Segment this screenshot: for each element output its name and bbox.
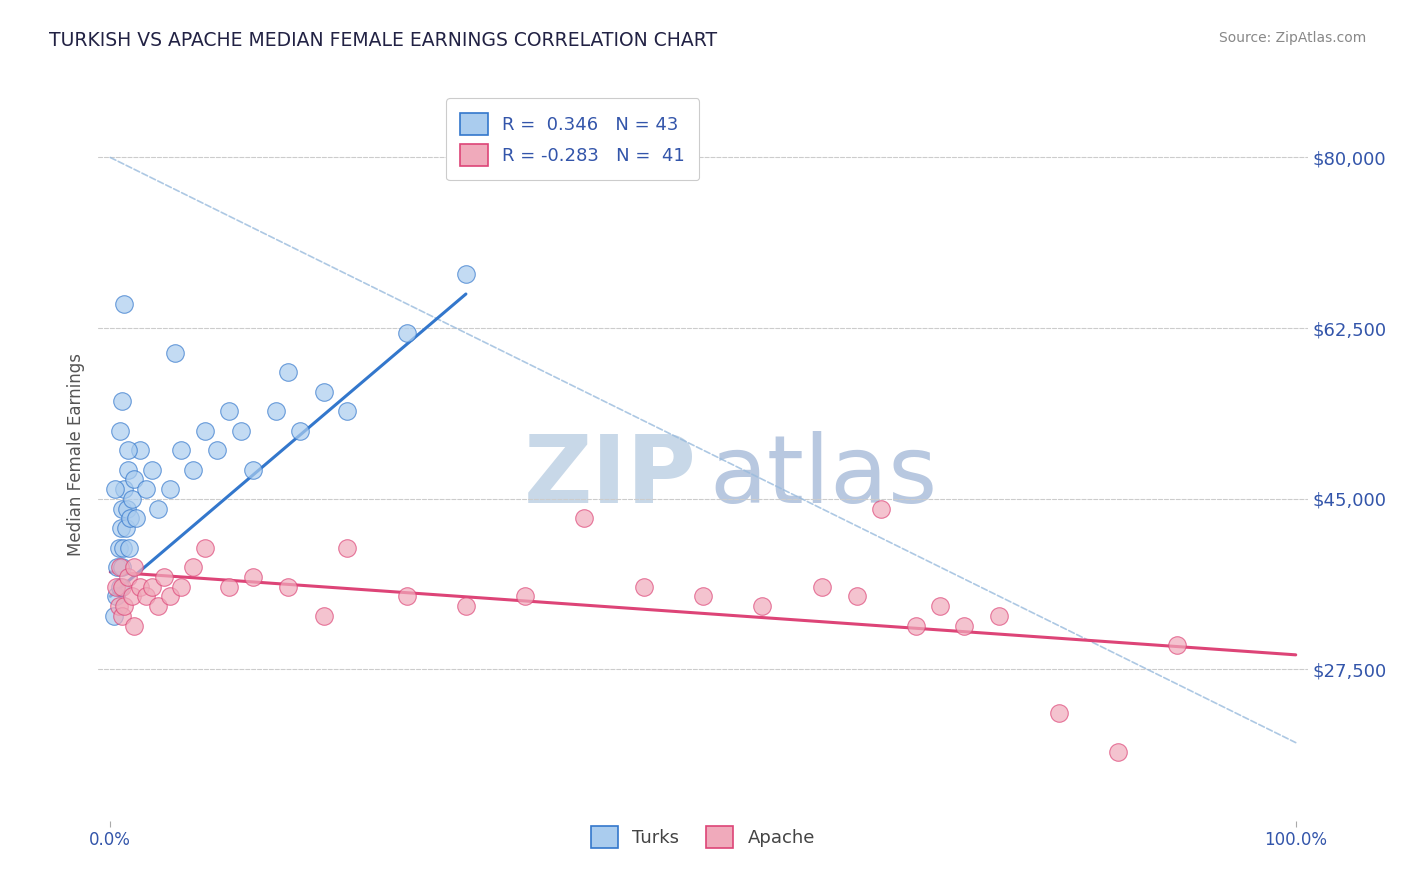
Point bbox=[159, 590, 181, 604]
Point bbox=[146, 501, 169, 516]
Point bbox=[111, 580, 134, 594]
Point bbox=[515, 590, 537, 604]
Point bbox=[108, 580, 131, 594]
Point bbox=[395, 326, 418, 340]
Point bbox=[135, 590, 157, 604]
Point bbox=[454, 268, 477, 282]
Point bbox=[454, 599, 477, 613]
Point bbox=[1047, 706, 1070, 721]
Point bbox=[988, 608, 1011, 623]
Point bbox=[159, 482, 181, 496]
Point bbox=[111, 394, 134, 409]
Point bbox=[905, 618, 928, 632]
Point bbox=[395, 590, 418, 604]
Point bbox=[633, 580, 655, 594]
Point bbox=[129, 443, 152, 458]
Point bbox=[107, 599, 129, 613]
Point bbox=[122, 618, 145, 632]
Point bbox=[170, 443, 193, 458]
Point bbox=[121, 590, 143, 604]
Point bbox=[312, 384, 335, 399]
Point bbox=[194, 424, 217, 438]
Text: TURKISH VS APACHE MEDIAN FEMALE EARNINGS CORRELATION CHART: TURKISH VS APACHE MEDIAN FEMALE EARNINGS… bbox=[49, 31, 717, 50]
Point bbox=[146, 599, 169, 613]
Point bbox=[114, 297, 136, 311]
Point bbox=[117, 570, 139, 584]
Point bbox=[122, 472, 145, 486]
Point bbox=[117, 462, 139, 476]
Point bbox=[242, 462, 264, 476]
Point bbox=[229, 424, 252, 438]
Point bbox=[107, 541, 129, 555]
Point bbox=[111, 608, 134, 623]
Text: atlas: atlas bbox=[709, 431, 938, 523]
Point bbox=[121, 491, 143, 506]
Point bbox=[103, 608, 125, 623]
Point bbox=[181, 462, 204, 476]
Point bbox=[115, 501, 138, 516]
Legend: Turks, Apache: Turks, Apache bbox=[583, 819, 823, 855]
Point bbox=[242, 570, 264, 584]
Point bbox=[105, 590, 128, 604]
Point bbox=[104, 482, 127, 496]
Point bbox=[108, 560, 131, 574]
Point bbox=[114, 521, 136, 535]
Point bbox=[114, 482, 136, 496]
Text: Source: ZipAtlas.com: Source: ZipAtlas.com bbox=[1219, 31, 1367, 45]
Point bbox=[952, 618, 974, 632]
Point bbox=[1166, 638, 1188, 652]
Point bbox=[751, 599, 773, 613]
Point bbox=[110, 521, 132, 535]
Point bbox=[170, 580, 193, 594]
Point bbox=[111, 501, 134, 516]
Point bbox=[810, 580, 832, 594]
Point bbox=[181, 560, 204, 574]
Point bbox=[152, 570, 174, 584]
Point bbox=[336, 404, 359, 418]
Point bbox=[336, 541, 359, 555]
Point bbox=[277, 580, 299, 594]
Point bbox=[125, 511, 148, 525]
Point bbox=[929, 599, 952, 613]
Point bbox=[264, 404, 287, 418]
Point bbox=[574, 511, 596, 525]
Point bbox=[114, 599, 136, 613]
Point bbox=[117, 443, 139, 458]
Point bbox=[105, 560, 128, 574]
Point bbox=[692, 590, 714, 604]
Point bbox=[205, 443, 228, 458]
Point bbox=[218, 404, 240, 418]
Y-axis label: Median Female Earnings: Median Female Earnings bbox=[66, 353, 84, 557]
Point bbox=[108, 424, 131, 438]
Point bbox=[122, 560, 145, 574]
Point bbox=[218, 580, 240, 594]
Point bbox=[846, 590, 869, 604]
Point bbox=[288, 424, 311, 438]
Point bbox=[120, 511, 142, 525]
Point bbox=[141, 462, 163, 476]
Point bbox=[1107, 745, 1129, 759]
Point bbox=[141, 580, 163, 594]
Point bbox=[312, 608, 335, 623]
Point bbox=[118, 541, 141, 555]
Point bbox=[112, 541, 135, 555]
Point bbox=[129, 580, 152, 594]
Point bbox=[111, 560, 134, 574]
Text: ZIP: ZIP bbox=[524, 431, 697, 523]
Point bbox=[194, 541, 217, 555]
Point bbox=[135, 482, 157, 496]
Point bbox=[277, 365, 299, 379]
Point bbox=[165, 345, 187, 359]
Point bbox=[869, 501, 891, 516]
Point bbox=[105, 580, 128, 594]
